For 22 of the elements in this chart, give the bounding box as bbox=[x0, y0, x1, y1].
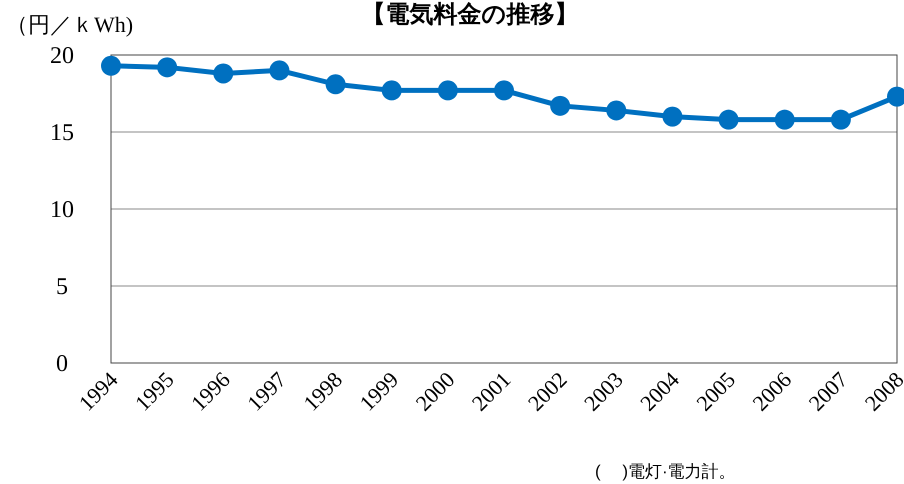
point bbox=[213, 63, 234, 84]
point bbox=[326, 74, 346, 94]
y-tick-label: 15 bbox=[50, 120, 74, 146]
point bbox=[101, 56, 121, 76]
point bbox=[718, 110, 739, 130]
point bbox=[774, 110, 795, 130]
point bbox=[157, 57, 178, 78]
chart-title: 【電気料金の推移】 bbox=[362, 1, 578, 28]
point bbox=[269, 60, 290, 80]
point bbox=[494, 80, 514, 100]
text: ( )電灯·電力計。 bbox=[595, 462, 736, 481]
point bbox=[830, 110, 851, 130]
y-tick-label: 0 bbox=[56, 351, 68, 377]
y-axis-title: （円／ｋWh) bbox=[6, 12, 134, 37]
y-tick-label: 10 bbox=[50, 197, 74, 223]
y-tick-label: 5 bbox=[56, 274, 68, 300]
point bbox=[438, 80, 458, 100]
y-tick-label: 20 bbox=[50, 43, 74, 69]
point bbox=[382, 80, 402, 100]
point bbox=[550, 96, 570, 116]
point bbox=[662, 106, 682, 127]
point bbox=[606, 100, 626, 120]
